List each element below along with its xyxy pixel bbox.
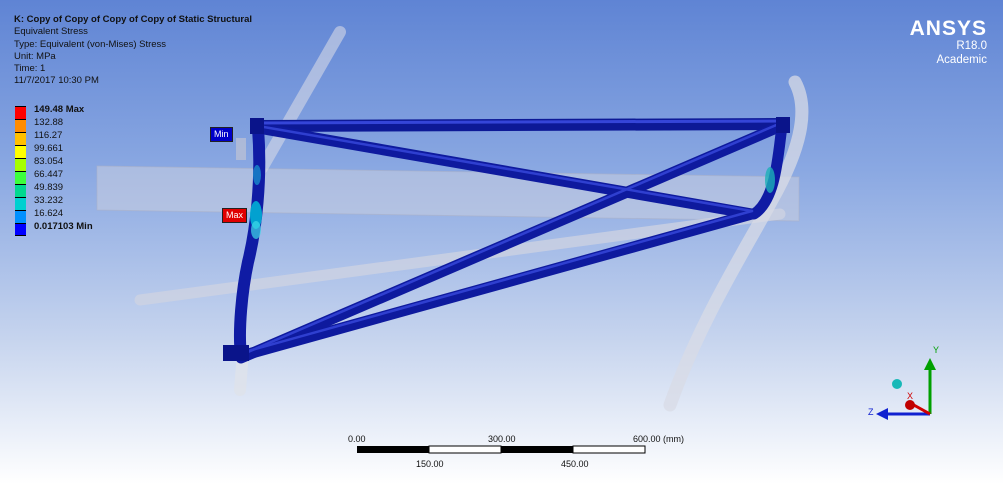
translucent-rod-upper — [256, 26, 346, 174]
legend-swatch — [15, 132, 26, 145]
isometric-view-ball[interactable] — [892, 379, 902, 389]
legend-value[interactable]: 66.447 — [34, 169, 64, 180]
min-probe-label[interactable]: Min — [210, 127, 233, 142]
triad-axes — [876, 358, 936, 420]
stress-hotspot-max — [250, 201, 262, 229]
long-diagonal-highlight — [239, 121, 783, 357]
legend-swatch — [15, 106, 26, 119]
stress-hotspot-right — [765, 167, 775, 193]
brand-name: ANSYS — [909, 17, 987, 40]
brand-version: R18.0 — [956, 40, 987, 52]
scale-segment-4 — [572, 445, 646, 454]
diagonal-member — [252, 122, 758, 220]
scale-label-600: 600.00 (mm) — [633, 434, 685, 444]
legend-swatch — [15, 171, 26, 184]
z-axis-arrow — [876, 408, 888, 420]
bottom-member-highlight — [239, 209, 754, 355]
x-axis-ball — [905, 400, 915, 410]
result-time: Time: 1 — [14, 63, 46, 75]
stress-hotspot-max-inner — [251, 221, 261, 239]
legend-value[interactable]: 49.839 — [34, 182, 64, 193]
max-probe-label[interactable]: Max — [222, 208, 248, 223]
y-axis-label: Y — [933, 345, 940, 355]
z-axis-label: Z — [868, 407, 874, 417]
bottom-member — [235, 208, 758, 362]
long-diagonal-member — [235, 120, 787, 364]
scale-label-300: 300.00 — [488, 434, 516, 444]
legend-value[interactable]: 99.661 — [34, 143, 64, 154]
stress-hotspot-upper — [253, 165, 261, 185]
legend-value[interactable]: 33.232 — [34, 195, 64, 206]
coordinate-triad[interactable]: Y Z X — [862, 340, 962, 435]
x-axis-label: X — [907, 391, 914, 401]
result-date: 11/7/2017 10:30 PM — [14, 75, 99, 87]
legend-value[interactable]: 116.27 — [34, 130, 63, 141]
diagonal-highlight — [256, 124, 754, 213]
ansys-logo: ANSYS R18.0 Academic — [910, 18, 987, 68]
analysis-title: K: Copy of Copy of Copy of Copy of Stati… — [14, 14, 253, 25]
translucent-curved-tube — [663, 75, 809, 412]
result-unit: Unit: MPa — [14, 50, 56, 62]
legend-swatch — [15, 158, 26, 171]
x-axis-line — [911, 402, 931, 416]
scale-label-0: 0.00 — [348, 434, 366, 444]
legend-swatch — [15, 210, 26, 223]
legend-value[interactable]: 0.017103 Min — [34, 221, 93, 232]
scale-label-450: 450.00 — [561, 459, 589, 469]
result-type: Type: Equivalent (von-Mises) Stress — [14, 38, 167, 50]
scale-segment-3 — [501, 446, 573, 453]
result-name: Equivalent Stress — [14, 26, 88, 38]
scale-label-150: 150.00 — [416, 459, 444, 469]
scale-segment-1 — [357, 446, 429, 453]
legend-swatch — [15, 145, 26, 158]
legend-swatch — [15, 223, 26, 236]
legend-value[interactable]: 149.48 Max — [34, 104, 85, 115]
result-info-panel: K: Copy of Copy of Copy of Copy of Stati… — [14, 14, 252, 88]
bracket-left — [236, 138, 246, 160]
joint-bottom-left — [223, 345, 249, 361]
legend-swatch — [15, 197, 26, 210]
legend-value[interactable]: 83.054 — [34, 156, 64, 167]
y-axis-arrow — [924, 358, 936, 370]
joint-top-left — [250, 118, 264, 134]
legend-swatch — [15, 184, 26, 197]
translucent-plate — [96, 165, 800, 222]
legend-value[interactable]: 132.88 — [34, 117, 64, 128]
brand-edition: Academic — [936, 54, 988, 66]
frame-structure — [223, 117, 790, 364]
legend-value[interactable]: 16.624 — [34, 208, 64, 219]
top-member-highlight — [256, 119, 785, 125]
scale-segment-2 — [428, 445, 502, 454]
joint-top-right — [776, 117, 790, 133]
legend-swatch — [15, 119, 26, 132]
top-member — [252, 118, 789, 132]
